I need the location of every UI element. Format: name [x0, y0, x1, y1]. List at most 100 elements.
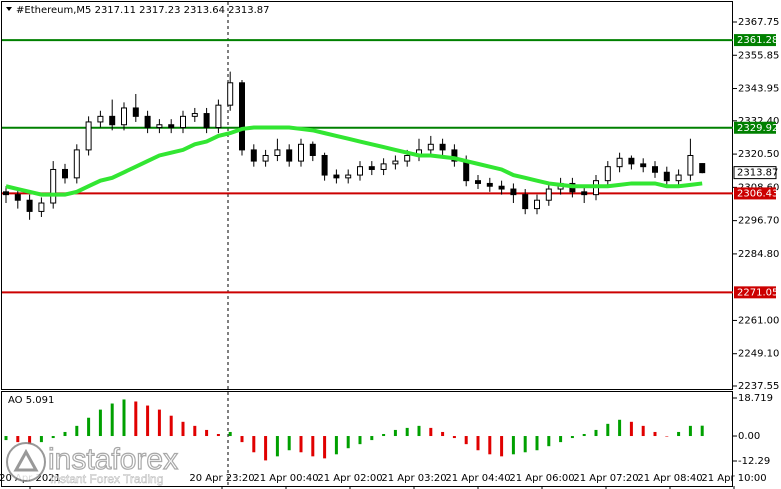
price-label: 2313.87 [737, 168, 778, 179]
y-tick-label: 2367.75 [738, 17, 779, 28]
ao-bar [535, 436, 539, 451]
watermark-icon-mark [13, 448, 39, 472]
candle-body [73, 149, 80, 179]
candle-body [191, 113, 198, 117]
x-tick-label: 20 Apr 23:20 [189, 473, 254, 484]
candle-body [640, 163, 647, 168]
candle-body [298, 143, 304, 162]
candle-body [309, 143, 316, 156]
y-tick-label: 2355.85 [738, 50, 779, 61]
y-tick-label: 2343.95 [738, 84, 779, 95]
ao-bar [346, 436, 350, 449]
ao-bar [157, 409, 161, 437]
ao-bar [653, 431, 657, 437]
ao-bar [122, 399, 126, 437]
ao-bar [134, 401, 138, 437]
candle-body [581, 191, 588, 196]
candle-body [357, 166, 363, 176]
ao-bar [382, 433, 386, 437]
candle-body [121, 107, 127, 126]
level-label: 2329.92 [737, 123, 778, 134]
ao-bar [39, 436, 43, 443]
ao-bar [594, 429, 598, 437]
candle-body [663, 171, 670, 182]
ao-bar [205, 429, 209, 437]
x-tick-label: 21 Apr 08:40 [637, 473, 702, 484]
ao-bar [28, 436, 32, 445]
candle-body [286, 149, 293, 162]
ao-bar [441, 431, 445, 437]
ao-bar [110, 403, 114, 437]
candle-body [427, 143, 434, 151]
y-tick-label: 2332.40 [738, 116, 779, 127]
candle-body [26, 199, 33, 212]
ao-bar [417, 425, 421, 437]
candle-body [109, 115, 116, 126]
ao-bar [641, 425, 645, 437]
candle-body [132, 107, 139, 117]
ao-bar [582, 433, 586, 437]
price-label-box [733, 166, 777, 180]
level-label: 2306.43 [737, 188, 778, 199]
ao-bar [87, 417, 91, 437]
level-label-box [734, 187, 776, 200]
ao-bar [240, 436, 244, 443]
candle-body [451, 149, 458, 162]
ao-bar [370, 436, 374, 441]
candle-body [215, 104, 222, 129]
candle-body [3, 191, 9, 196]
level-label: 2271.05 [737, 287, 778, 298]
ao-bar [618, 419, 622, 437]
level-label-box [734, 34, 776, 47]
candle-body [168, 124, 175, 129]
ao-bar [547, 436, 551, 447]
ao-bar [393, 429, 397, 437]
ao-bar [334, 436, 338, 455]
watermark-brand: instaforex [48, 443, 178, 476]
ao-bar [523, 436, 527, 453]
ao-bar [98, 409, 102, 437]
candle-body [522, 194, 529, 210]
ao-bar [75, 425, 79, 437]
ao-bar [146, 405, 150, 437]
ao-bar [476, 436, 480, 451]
candle-body [628, 157, 635, 165]
ao-bar [570, 436, 574, 439]
candle-body [85, 121, 92, 151]
y-tick-label: 2261.00 [738, 315, 779, 326]
x-tick-label: 21 Apr 07:20 [573, 473, 638, 484]
candle-body [545, 188, 552, 201]
chart-title: #Ethereum,M5 2317.11 2317.23 2313.64 231… [16, 5, 270, 16]
candle-body [616, 157, 623, 168]
candle-body [97, 115, 104, 123]
ao-bar [299, 436, 303, 453]
ao-bar [665, 436, 669, 437]
level-label-box [734, 121, 776, 134]
candle-body [262, 154, 269, 162]
ao-bar [323, 436, 327, 459]
candle-body [498, 185, 505, 190]
y-tick-label: 2320.50 [738, 149, 779, 160]
y-tick-label: -12.29 [738, 456, 770, 467]
candle-body [368, 166, 375, 170]
watermark-tagline: Instant Forex Trading [50, 472, 163, 486]
candle-body [652, 166, 658, 173]
candle-body [463, 160, 470, 182]
ao-bar [559, 436, 563, 443]
candle-body [439, 143, 446, 151]
candle-body [180, 115, 186, 129]
candle-body [203, 113, 210, 129]
price-panel [1, 1, 733, 390]
candle-body [604, 166, 611, 182]
level-label-box [734, 286, 776, 299]
candle-body [687, 154, 694, 176]
ao-panel [1, 391, 733, 487]
ao-bar [216, 433, 220, 437]
ao-bar [16, 436, 20, 443]
ao-bar [358, 436, 362, 445]
candle-body [333, 174, 340, 179]
ao-bar [275, 436, 279, 457]
x-tick-label: 21 Apr 00:40 [253, 473, 318, 484]
ao-bar [511, 436, 515, 455]
